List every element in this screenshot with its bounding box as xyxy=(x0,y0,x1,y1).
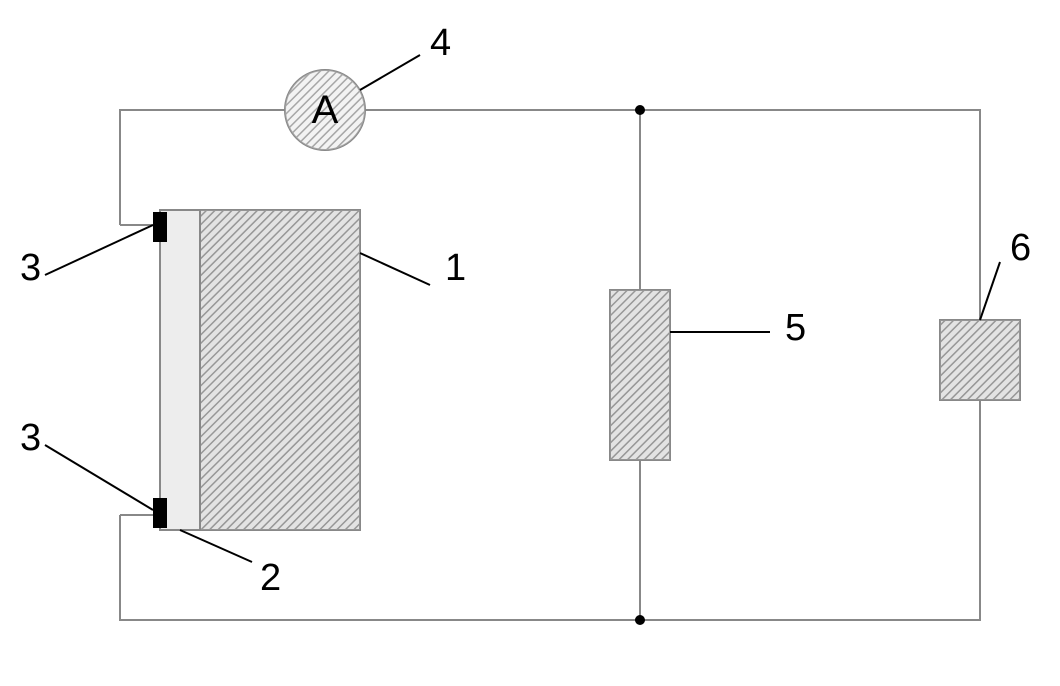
component-6 xyxy=(940,320,1020,400)
component-5 xyxy=(610,290,670,460)
leader-l3a xyxy=(45,225,153,275)
contact-pad-top xyxy=(153,212,167,242)
contact-pad-bottom xyxy=(153,498,167,528)
label-l3a: 3 xyxy=(20,247,41,289)
label-l1: 1 xyxy=(445,247,466,289)
label-l5: 5 xyxy=(785,307,806,349)
slab-light-layer xyxy=(160,210,200,530)
leader-l6 xyxy=(980,262,1000,320)
label-l3b: 3 xyxy=(20,417,41,459)
label-l6: 6 xyxy=(1010,227,1031,269)
node-top xyxy=(635,105,645,115)
node-bottom xyxy=(635,615,645,625)
ammeter: A xyxy=(285,70,365,150)
layered-slab xyxy=(160,210,360,530)
leader-l4 xyxy=(360,55,420,90)
leader-l2 xyxy=(180,530,252,562)
leader-l1 xyxy=(360,253,430,285)
label-l4: 4 xyxy=(430,22,451,64)
ammeter-letter: A xyxy=(312,88,339,132)
label-l2: 2 xyxy=(260,557,281,599)
leader-l3b xyxy=(45,445,153,510)
